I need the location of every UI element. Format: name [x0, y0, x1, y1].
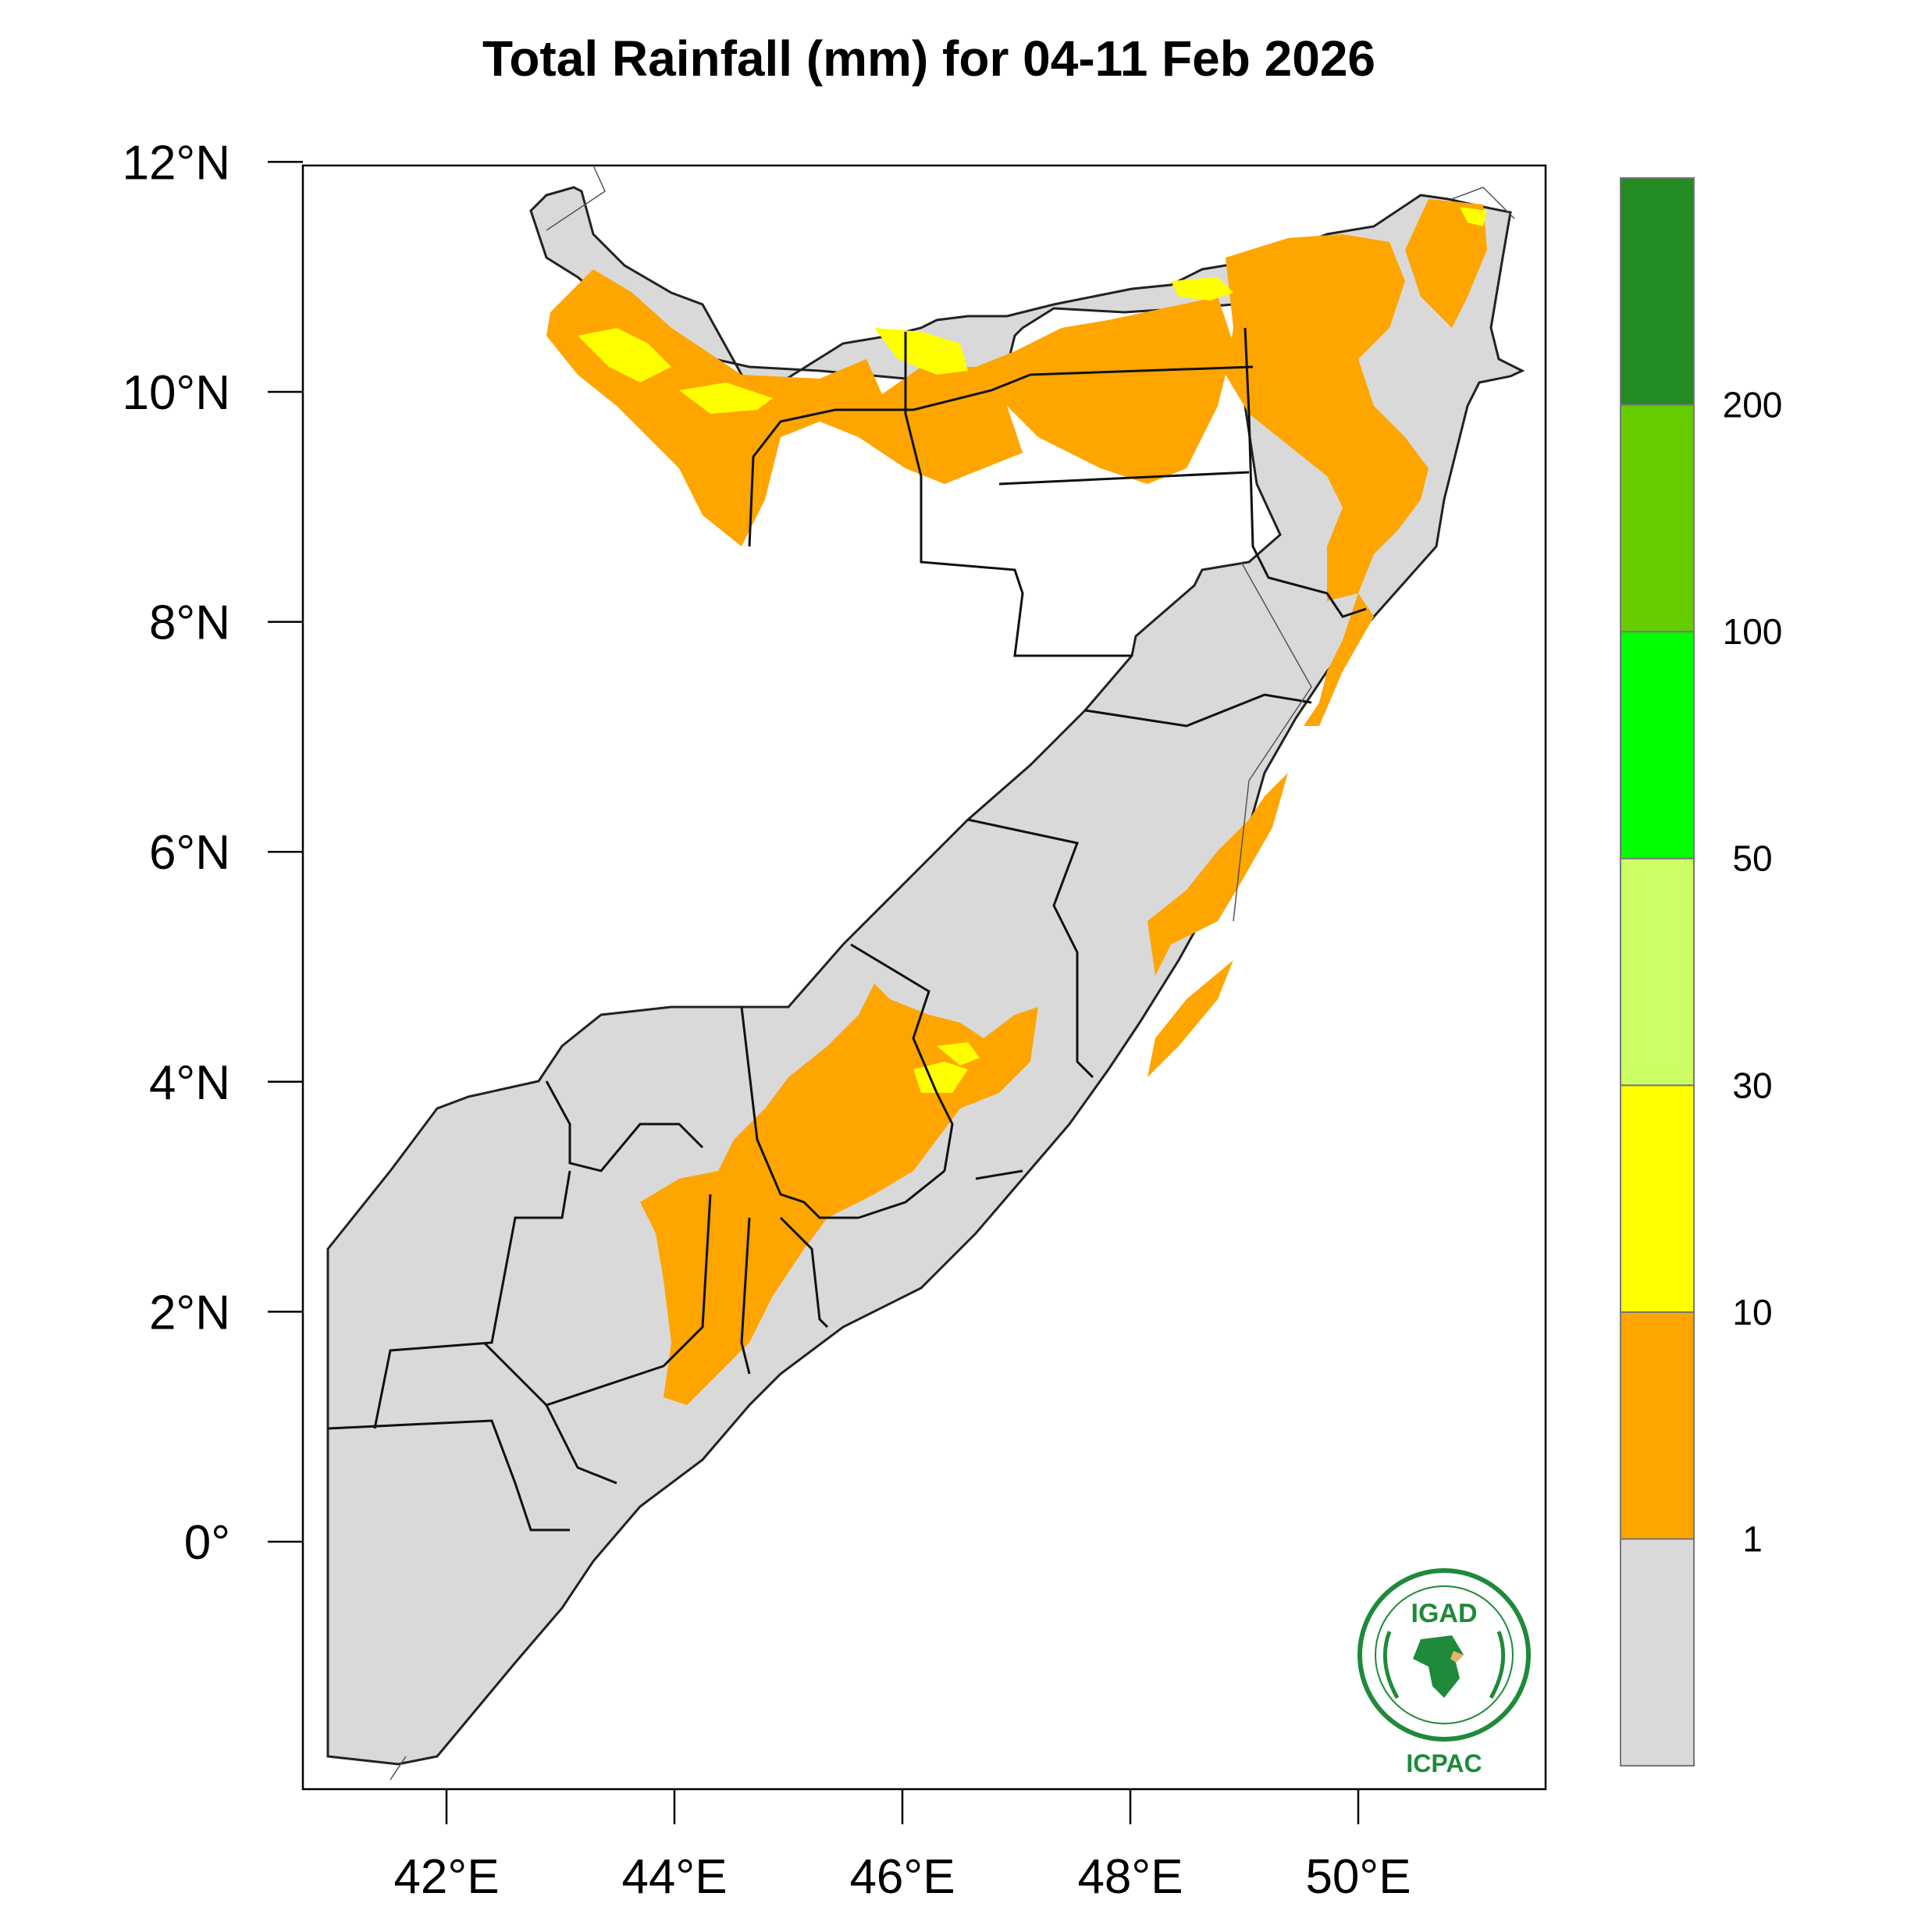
- map-title: Total Rainfall (mm) for 04-11 Feb 2026: [482, 30, 1376, 87]
- lat-tick-label: 4°N: [149, 1056, 230, 1110]
- lat-tick-label: 8°N: [149, 596, 230, 650]
- colorbar-label: 10: [1732, 1292, 1772, 1332]
- colorbar-label: 200: [1723, 385, 1783, 425]
- logo-bottom-text: ICPAC: [1406, 1749, 1482, 1777]
- region-boundaries: [327, 327, 1367, 1532]
- colorbar: 1 10 30 50 100 200: [1620, 177, 1783, 1767]
- colorbar-label: 100: [1723, 611, 1783, 652]
- colorbar-label: 30: [1732, 1065, 1772, 1105]
- colorbar-bin: [1620, 404, 1695, 633]
- colorbar-bin: [1620, 1084, 1695, 1313]
- lon-tick-label: 42°E: [393, 1850, 499, 1904]
- lon-axis: 42°E 44°E 46°E 48°E 50°E: [393, 1789, 1411, 1904]
- colorbar-label: 1: [1742, 1518, 1763, 1559]
- lon-tick-label: 46°E: [849, 1850, 955, 1904]
- africa-icon: [1413, 1635, 1464, 1698]
- lat-tick-label: 2°N: [149, 1286, 230, 1340]
- colorbar-bin: [1620, 1538, 1695, 1767]
- igad-icpac-logo: IGAD ICPAC: [1357, 1568, 1531, 1777]
- colorbar-bin: [1620, 631, 1695, 859]
- colorbar-label: 50: [1732, 838, 1772, 879]
- colorbar-bin: [1620, 177, 1695, 406]
- neighbour-borders: [390, 165, 1515, 1781]
- lat-tick-label: 10°N: [122, 366, 230, 420]
- laurel-right-icon: [1489, 1631, 1506, 1699]
- lon-tick-label: 44°E: [621, 1850, 727, 1904]
- colorbar-bin: [1620, 857, 1695, 1087]
- lon-tick-label: 50°E: [1305, 1850, 1411, 1904]
- colorbar-bin: [1620, 1311, 1695, 1540]
- lat-tick-label: 12°N: [122, 136, 230, 190]
- lat-tick-label: 6°N: [149, 826, 230, 880]
- lon-tick-label: 48°E: [1077, 1850, 1183, 1904]
- logo-top-text: IGAD: [1411, 1599, 1478, 1628]
- somalia-land: [326, 186, 1525, 1766]
- lat-axis: 12°N 10°N 8°N 6°N 4°N 2°N 0°: [122, 136, 303, 1570]
- lat-tick-label: 0°: [184, 1516, 230, 1570]
- laurel-left-icon: [1382, 1631, 1400, 1699]
